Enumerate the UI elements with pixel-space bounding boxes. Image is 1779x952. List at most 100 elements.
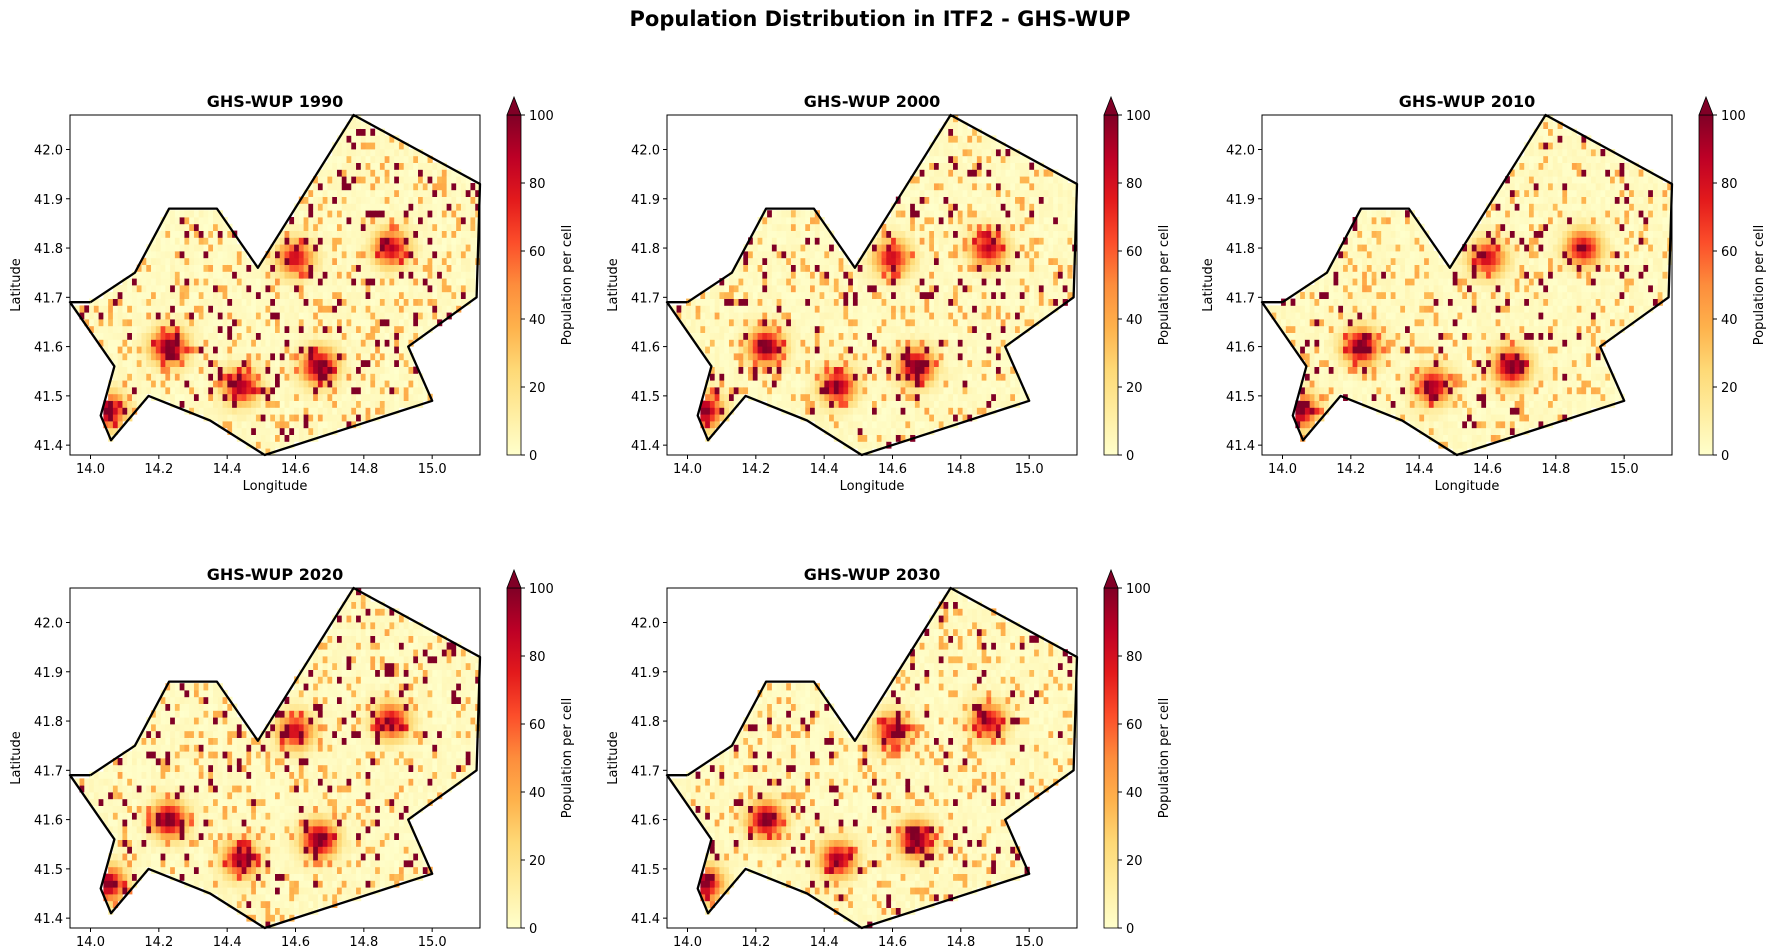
- raster-cell: [948, 197, 953, 204]
- raster-cell: [470, 210, 475, 217]
- raster-cell: [934, 244, 939, 251]
- raster-cell: [929, 244, 934, 251]
- raster-cell: [156, 346, 161, 353]
- raster-cell: [815, 387, 820, 394]
- raster-cell: [934, 265, 939, 272]
- raster-cell: [404, 271, 409, 278]
- raster-cell: [896, 339, 901, 346]
- raster-cell: [232, 326, 237, 333]
- raster-cell: [901, 299, 906, 306]
- raster-cell: [710, 346, 715, 353]
- raster-cell: [218, 319, 223, 326]
- raster-cell: [165, 380, 170, 387]
- raster-cell: [796, 373, 801, 380]
- raster-cell: [380, 142, 385, 149]
- raster-cell: [886, 367, 891, 374]
- raster-cell: [729, 373, 734, 380]
- raster-cell: [882, 414, 887, 421]
- raster-cell: [972, 197, 977, 204]
- raster-cell: [905, 299, 910, 306]
- raster-cell: [423, 394, 428, 401]
- raster-cell: [256, 373, 261, 380]
- raster-cell: [232, 333, 237, 340]
- raster-cell: [1005, 176, 1010, 183]
- raster-cell: [294, 231, 299, 238]
- raster-cell: [318, 353, 323, 360]
- raster-cell: [385, 326, 390, 333]
- raster-cell: [347, 360, 352, 367]
- raster-cell: [934, 292, 939, 299]
- raster-cell: [791, 271, 796, 278]
- raster-cell: [370, 142, 375, 149]
- raster-cell: [977, 258, 982, 265]
- raster-cell: [447, 299, 452, 306]
- raster-cell: [948, 326, 953, 333]
- raster-cell: [180, 319, 185, 326]
- raster-cell: [342, 360, 347, 367]
- raster-cell: [194, 401, 199, 408]
- raster-cell: [246, 312, 251, 319]
- raster-cell: [423, 197, 428, 204]
- raster-cell: [729, 353, 734, 360]
- raster-cell: [767, 251, 772, 258]
- raster-cell: [184, 380, 189, 387]
- raster-cell: [175, 367, 180, 374]
- raster-cell: [313, 326, 318, 333]
- raster-cell: [265, 278, 270, 285]
- raster-cell: [385, 142, 390, 149]
- raster-cell: [972, 401, 977, 408]
- raster-cell: [351, 319, 356, 326]
- raster-cell: [404, 156, 409, 163]
- raster-cell: [118, 360, 123, 367]
- raster-cell: [810, 244, 815, 251]
- raster-cell: [437, 210, 442, 217]
- raster-cell: [934, 149, 939, 156]
- raster-cell: [175, 319, 180, 326]
- raster-cell: [815, 333, 820, 340]
- raster-cell: [280, 251, 285, 258]
- raster-cell: [227, 319, 232, 326]
- raster-cell: [327, 169, 332, 176]
- raster-cell: [929, 414, 934, 421]
- raster-cell: [991, 373, 996, 380]
- raster-cell: [151, 353, 156, 360]
- raster-cell: [127, 367, 132, 374]
- raster-cell: [308, 244, 313, 251]
- raster-cell: [781, 265, 786, 272]
- raster-cell: [1020, 265, 1025, 272]
- raster-cell: [858, 299, 863, 306]
- raster-cell: [753, 339, 758, 346]
- raster-cell: [394, 367, 399, 374]
- raster-cell: [1063, 217, 1068, 224]
- raster-cell: [118, 339, 123, 346]
- raster-cell: [113, 312, 118, 319]
- raster-cell: [375, 142, 380, 149]
- raster-cell: [748, 292, 753, 299]
- raster-cell: [953, 312, 958, 319]
- raster-cell: [380, 305, 385, 312]
- raster-cell: [920, 353, 925, 360]
- raster-cell: [299, 278, 304, 285]
- raster-cell: [180, 224, 185, 231]
- raster-cell: [743, 265, 748, 272]
- raster-cell: [275, 319, 280, 326]
- raster-cell: [1005, 197, 1010, 204]
- raster-cell: [839, 428, 844, 435]
- raster-cell: [432, 285, 437, 292]
- raster-cell: [342, 224, 347, 231]
- raster-cell: [743, 346, 748, 353]
- raster-cell: [967, 237, 972, 244]
- raster-cell: [294, 428, 299, 435]
- raster-cell: [986, 169, 991, 176]
- raster-cell: [332, 421, 337, 428]
- raster-cell: [1053, 292, 1058, 299]
- raster-cell: [389, 169, 394, 176]
- raster-cell: [1025, 163, 1030, 170]
- raster-cell: [389, 353, 394, 360]
- raster-cell: [394, 271, 399, 278]
- raster-cell: [318, 373, 323, 380]
- raster-cell: [915, 203, 920, 210]
- raster-cell: [332, 326, 337, 333]
- raster-cell: [194, 312, 199, 319]
- raster-cell: [796, 299, 801, 306]
